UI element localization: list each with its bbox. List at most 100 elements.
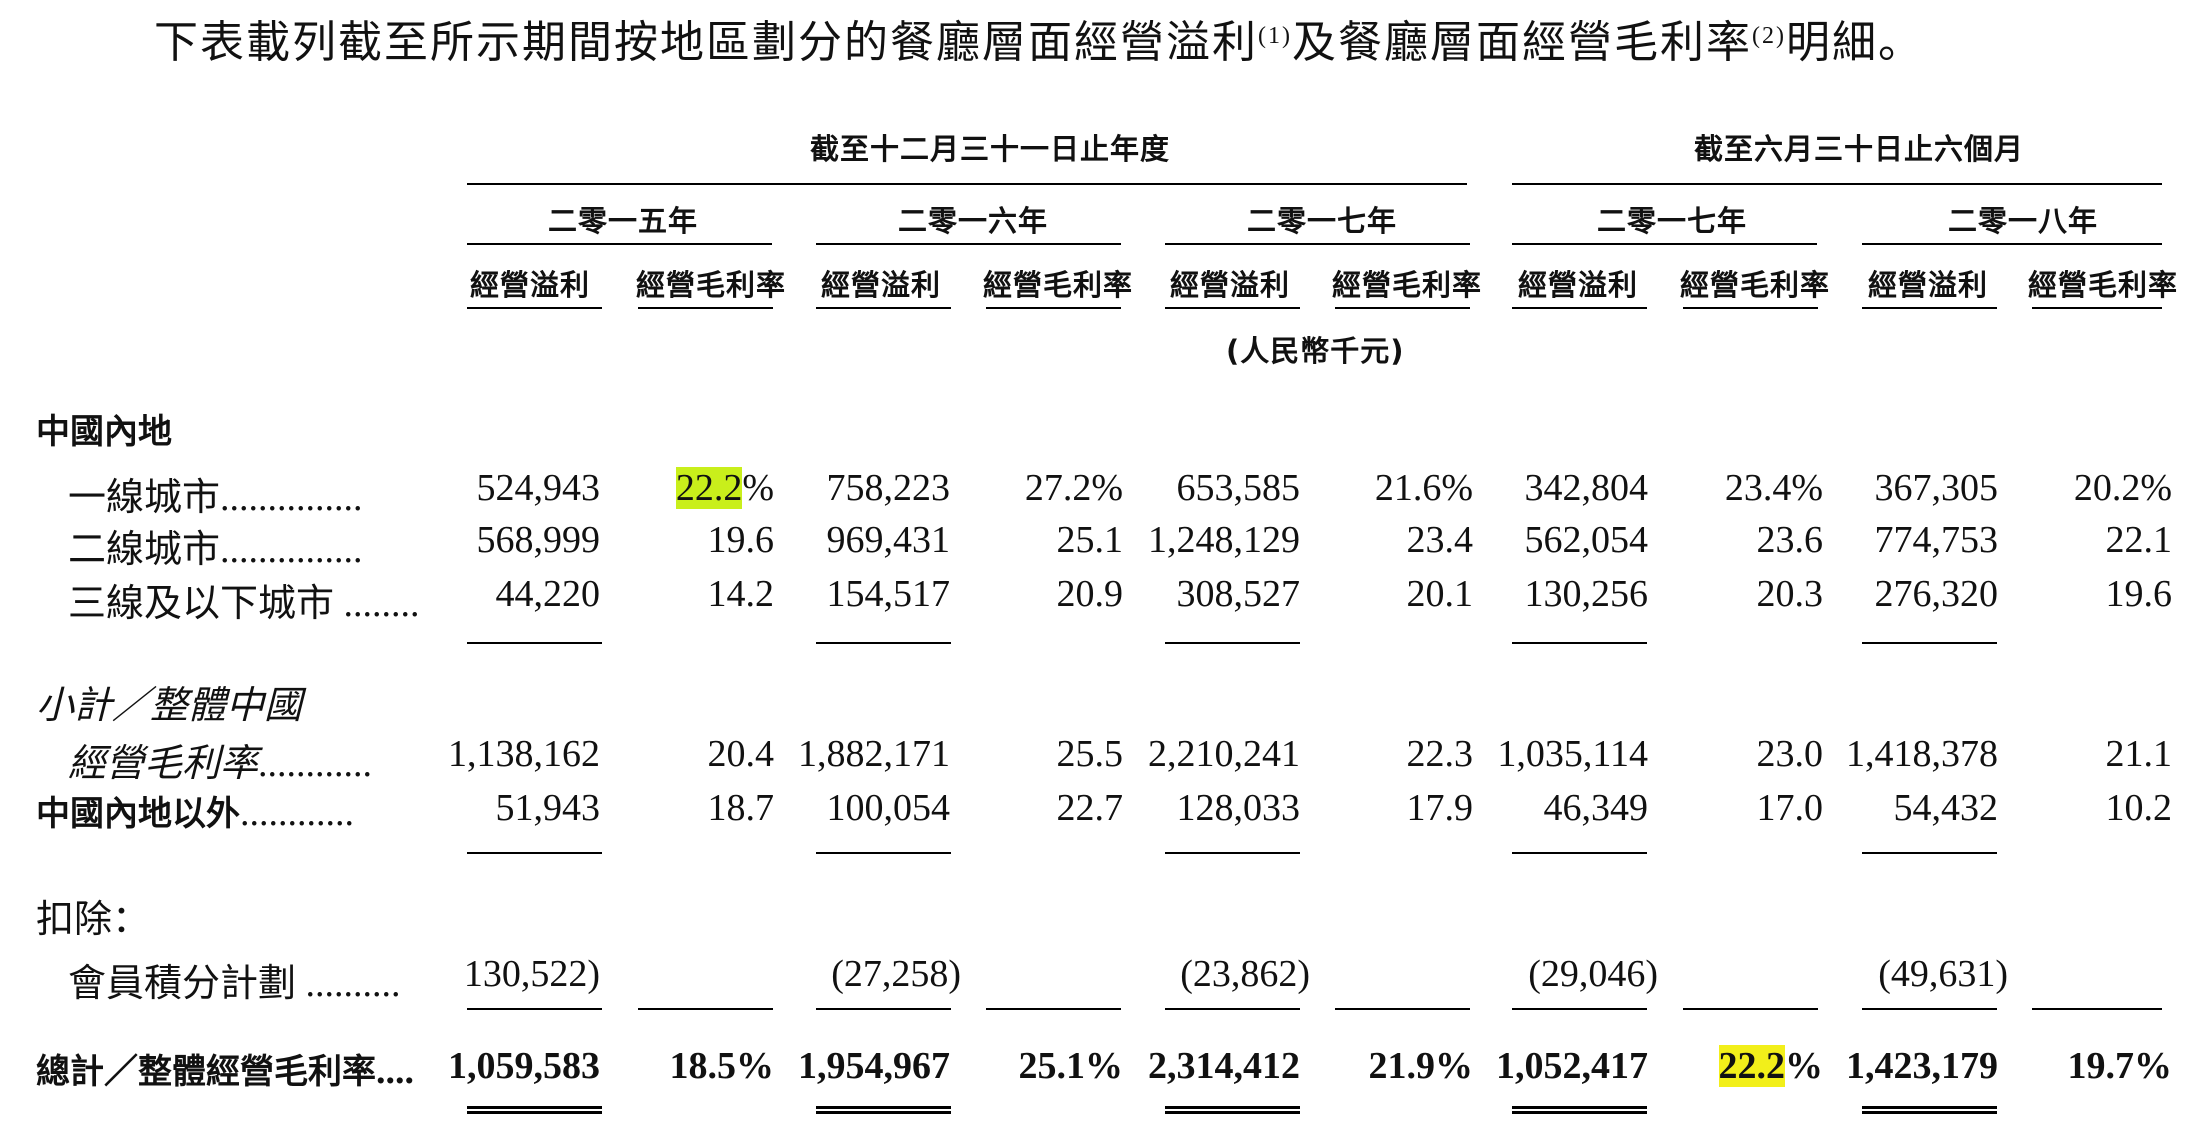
cell-membership-2017: (23,862) xyxy=(1180,953,1310,995)
cell-tier3-margin-2016: 20.9 xyxy=(1056,573,1124,615)
cell-total-margin-h2017: 22.2% xyxy=(1718,1045,1823,1087)
subtotal-rule xyxy=(1512,642,1647,644)
year-header-1: 二零一五年 xyxy=(548,204,699,238)
total-double-rule xyxy=(1165,1106,1300,1114)
cell-subtotal-margin-h2018: 21.1 xyxy=(2105,733,2173,775)
col-header-margin-2015: 經營毛利率 xyxy=(636,268,787,302)
cell-tier2-margin-2017: 23.4 xyxy=(1406,519,1474,561)
deduct-rule xyxy=(986,1008,1121,1010)
year-rule-5 xyxy=(1862,243,2162,245)
cell-tier3-profit-2016: 154,517 xyxy=(826,573,951,615)
cell-subtotal-margin-2015: 20.4 xyxy=(707,733,775,775)
cell-subtotal-margin-h2017: 23.0 xyxy=(1756,733,1824,775)
cell-membership-h2018: (49,631) xyxy=(1878,953,2008,995)
section-rule xyxy=(1862,852,1997,854)
year-rule-3 xyxy=(1165,243,1470,245)
row-label-tier2: 二線城市............... xyxy=(68,518,363,573)
leader-dots: .... xyxy=(376,1050,414,1092)
cell-total-profit-h2018: 1,423,179 xyxy=(1846,1045,1998,1087)
leader-dots: ............ xyxy=(258,743,373,785)
subtotal-rule xyxy=(1165,642,1300,644)
period-header-half: 截至六月三十日止六個月 xyxy=(1694,132,2025,166)
cell-tier3-profit-2015: 44,220 xyxy=(495,573,601,615)
cell-total-profit-2016: 1,954,967 xyxy=(798,1045,950,1087)
deduct-rule xyxy=(1512,1008,1647,1010)
cell-tier2-profit-h2018: 774,753 xyxy=(1874,519,1999,561)
row-label-tier1: 一線城市............... xyxy=(68,466,363,521)
cell-tier3-profit-2017: 308,527 xyxy=(1176,573,1301,615)
cell-total-margin-2015: 18.5% xyxy=(669,1045,775,1087)
deduct-rule xyxy=(2032,1008,2162,1010)
col-rule xyxy=(1862,307,1997,309)
row-label-text: 中國內地以外 xyxy=(36,794,240,834)
cell-tier1-profit-2016: 758,223 xyxy=(826,467,951,509)
row-label-total: 總計／整體經營毛利率.... xyxy=(36,1044,414,1093)
cell-tier3-margin-h2018: 19.6 xyxy=(2105,573,2173,615)
col-header-margin-2017: 經營毛利率 xyxy=(1332,268,1483,302)
cell-outside-profit-h2017: 46,349 xyxy=(1543,787,1649,829)
cell-tier1-margin-2016: 27.2% xyxy=(1024,467,1123,509)
col-header-margin-h2017: 經營毛利率 xyxy=(1680,268,1831,302)
subtotal-label-line1: 小計／整體中國 xyxy=(36,685,303,727)
cell-tier2-profit-2017: 1,248,129 xyxy=(1148,519,1300,561)
section-mainland-heading: 中國內地 xyxy=(36,412,172,452)
cell-tier3-profit-h2017: 130,256 xyxy=(1524,573,1649,615)
cell-outside-margin-2016: 22.7 xyxy=(1056,787,1124,829)
cell-total-margin-h2018: 19.7% xyxy=(2067,1045,2173,1087)
cell-outside-margin-2017: 17.9 xyxy=(1406,787,1474,829)
cell-subtotal-profit-h2018: 1,418,378 xyxy=(1846,733,1998,775)
leader-dots: ........ xyxy=(343,583,420,625)
unit-label: (人民幣千元) xyxy=(1226,334,1405,368)
cell-outside-profit-2016: 100,054 xyxy=(826,787,951,829)
intro-paragraph: 下表載列截至所示期間按地區劃分的餐廳層面經營溢利(1)及餐廳層面經營毛利率(2)… xyxy=(36,6,2176,73)
total-double-rule xyxy=(816,1106,951,1114)
col-header-profit-2017: 經營溢利 xyxy=(1170,268,1291,302)
cell-membership-2016: (27,258) xyxy=(831,953,961,995)
section-rule xyxy=(816,852,951,854)
intro-text-3: 明細。 xyxy=(1785,18,1924,67)
row-label-text: 總計／整體經營毛利率 xyxy=(36,1052,376,1092)
cell-subtotal-profit-2015: 1,138,162 xyxy=(448,733,600,775)
section-rule xyxy=(467,852,602,854)
col-rule xyxy=(467,307,602,309)
cell-subtotal-profit-2017: 2,210,241 xyxy=(1148,733,1300,775)
subtotal-label-line2: 經營毛利率............ xyxy=(68,732,372,787)
total-double-rule xyxy=(1862,1106,1997,1114)
cell-total-margin-2016: 25.1% xyxy=(1018,1045,1124,1087)
row-label-outside: 中國內地以外............ xyxy=(36,786,354,835)
col-header-profit-2015: 經營溢利 xyxy=(470,268,591,302)
deduct-rule xyxy=(1335,1008,1470,1010)
cell-tier1-profit-2015: 524,943 xyxy=(476,467,601,509)
cell-membership-h2017: (29,046) xyxy=(1528,953,1658,995)
col-header-profit-2016: 經營溢利 xyxy=(821,268,942,302)
cell-tier1-profit-h2017: 342,804 xyxy=(1524,467,1649,509)
cell-outside-profit-2017: 128,033 xyxy=(1176,787,1301,829)
subtotal-rule xyxy=(816,642,951,644)
leader-dots: ............... xyxy=(220,477,363,519)
subtotal-rule xyxy=(467,642,602,644)
cell-tier2-margin-2016: 25.1 xyxy=(1056,519,1124,561)
deduct-rule xyxy=(1683,1008,1818,1010)
section-rule xyxy=(1165,852,1300,854)
row-label-text: 一線城市 xyxy=(68,475,221,519)
footnote-ref-1: (1) xyxy=(1258,23,1292,49)
col-header-margin-2016: 經營毛利率 xyxy=(983,268,1134,302)
row-label-text: 會員積分計劃 xyxy=(68,961,297,1005)
cell-tier2-profit-2015: 568,999 xyxy=(476,519,601,561)
cell-tier3-margin-2015: 14.2 xyxy=(707,573,775,615)
period-rule-year xyxy=(467,183,1467,185)
deduct-rule xyxy=(638,1008,773,1010)
row-label-text: 二線城市 xyxy=(68,527,221,571)
total-double-rule xyxy=(1512,1106,1647,1114)
leader-dots: .......... xyxy=(305,963,401,1005)
deduct-rule xyxy=(816,1008,951,1010)
leader-dots: ............ xyxy=(240,792,354,834)
cell-tier2-margin-h2017: 23.6 xyxy=(1756,519,1824,561)
intro-text-2: 及餐廳層面經營毛利率 xyxy=(1291,18,1752,67)
cell-tier2-profit-h2017: 562,054 xyxy=(1524,519,1649,561)
cell-tier1-profit-h2018: 367,305 xyxy=(1874,467,1999,509)
deduct-rule xyxy=(1165,1008,1300,1010)
cell-total-profit-2017: 2,314,412 xyxy=(1148,1045,1300,1087)
cell-subtotal-margin-2017: 22.3 xyxy=(1406,733,1474,775)
period-rule-half xyxy=(1512,183,2162,185)
